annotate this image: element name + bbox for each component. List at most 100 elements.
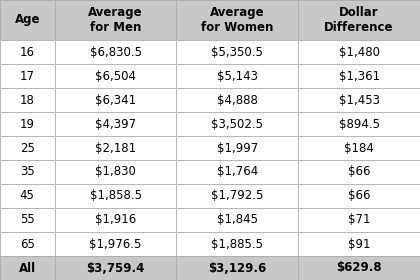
Bar <box>0 256 55 280</box>
Bar <box>0 112 55 136</box>
Bar <box>0 40 55 64</box>
Text: $1,976.5: $1,976.5 <box>89 237 142 251</box>
Bar <box>298 0 420 40</box>
Bar <box>298 88 420 112</box>
Text: $6,341: $6,341 <box>95 94 136 106</box>
Bar <box>176 208 298 232</box>
Bar <box>0 184 55 208</box>
Bar <box>55 40 176 64</box>
Text: $2,181: $2,181 <box>95 141 136 155</box>
Bar <box>0 88 55 112</box>
Bar <box>176 112 298 136</box>
Bar <box>298 208 420 232</box>
Bar <box>55 160 176 184</box>
Text: Average
for Men: Average for Men <box>88 6 143 34</box>
Bar <box>298 0 420 40</box>
Text: $1,997: $1,997 <box>217 141 258 155</box>
Bar <box>176 40 298 64</box>
Bar <box>55 64 176 88</box>
Bar <box>298 208 420 232</box>
Text: $5,350.5: $5,350.5 <box>211 45 263 59</box>
Bar <box>176 256 298 280</box>
Text: Dollar
Difference: Dollar Difference <box>324 6 394 34</box>
Bar <box>0 208 55 232</box>
Bar <box>298 160 420 184</box>
Text: $1,764: $1,764 <box>217 165 258 178</box>
Text: $184: $184 <box>344 141 374 155</box>
Bar <box>0 40 55 64</box>
Bar <box>0 160 55 184</box>
Bar <box>0 184 55 208</box>
Bar <box>176 232 298 256</box>
Bar <box>55 208 176 232</box>
Text: $1,885.5: $1,885.5 <box>211 237 263 251</box>
Text: $66: $66 <box>348 165 370 178</box>
Text: $1,830: $1,830 <box>95 165 136 178</box>
Bar <box>176 64 298 88</box>
Text: All: All <box>19 262 36 274</box>
Bar <box>0 64 55 88</box>
Bar <box>55 208 176 232</box>
Bar <box>176 184 298 208</box>
Bar <box>298 64 420 88</box>
Bar <box>0 136 55 160</box>
Bar <box>298 184 420 208</box>
Bar <box>0 64 55 88</box>
Bar <box>298 232 420 256</box>
Text: $1,858.5: $1,858.5 <box>89 190 142 202</box>
Bar <box>298 160 420 184</box>
Text: $1,361: $1,361 <box>339 69 380 83</box>
Bar <box>0 256 55 280</box>
Bar <box>176 40 298 64</box>
Bar <box>176 208 298 232</box>
Text: $6,504: $6,504 <box>95 69 136 83</box>
Bar <box>55 184 176 208</box>
Text: 35: 35 <box>20 165 35 178</box>
Bar <box>55 160 176 184</box>
Text: 17: 17 <box>20 69 35 83</box>
Text: $1,480: $1,480 <box>339 45 380 59</box>
Text: $71: $71 <box>348 213 370 227</box>
Bar <box>55 256 176 280</box>
Bar <box>55 88 176 112</box>
Bar <box>176 0 298 40</box>
Text: $1,916: $1,916 <box>95 213 136 227</box>
Bar <box>55 0 176 40</box>
Text: $894.5: $894.5 <box>339 118 380 130</box>
Text: 55: 55 <box>20 213 35 227</box>
Bar <box>176 88 298 112</box>
Text: $3,759.4: $3,759.4 <box>87 262 144 274</box>
Bar <box>298 256 420 280</box>
Bar <box>0 0 55 40</box>
Bar <box>55 0 176 40</box>
Text: 65: 65 <box>20 237 35 251</box>
Bar <box>55 232 176 256</box>
Bar <box>298 88 420 112</box>
Text: $1,453: $1,453 <box>339 94 380 106</box>
Bar <box>0 160 55 184</box>
Bar <box>176 160 298 184</box>
Bar <box>298 232 420 256</box>
Bar <box>176 160 298 184</box>
Bar <box>298 112 420 136</box>
Bar <box>0 0 55 40</box>
Bar <box>55 136 176 160</box>
Bar <box>298 40 420 64</box>
Bar <box>298 256 420 280</box>
Text: 25: 25 <box>20 141 35 155</box>
Text: 45: 45 <box>20 190 35 202</box>
Bar <box>298 40 420 64</box>
Bar <box>0 88 55 112</box>
Bar <box>0 232 55 256</box>
Bar <box>176 232 298 256</box>
Bar <box>55 64 176 88</box>
Text: $5,143: $5,143 <box>217 69 258 83</box>
Bar <box>298 136 420 160</box>
Text: 18: 18 <box>20 94 35 106</box>
Bar <box>55 184 176 208</box>
Bar <box>298 136 420 160</box>
Text: $3,502.5: $3,502.5 <box>211 118 263 130</box>
Text: $66: $66 <box>348 190 370 202</box>
Text: $1,845: $1,845 <box>217 213 258 227</box>
Text: Age: Age <box>15 13 40 27</box>
